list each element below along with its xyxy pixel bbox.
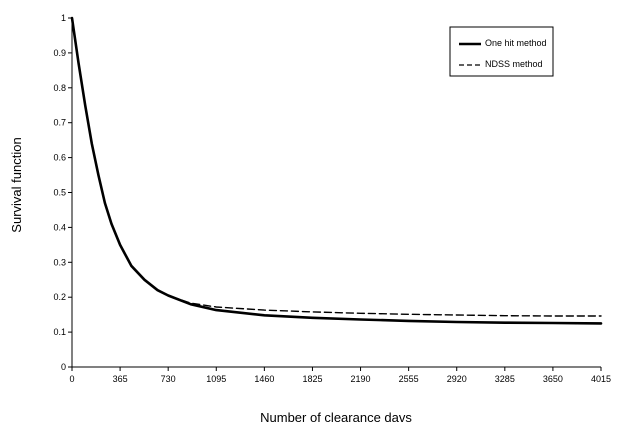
y-tick-label: 0.6 bbox=[53, 153, 66, 163]
y-tick-label: 0.2 bbox=[53, 292, 66, 302]
x-tick-label: 2190 bbox=[351, 374, 371, 384]
y-tick-label: 0.9 bbox=[53, 48, 66, 58]
series-layer bbox=[70, 16, 603, 325]
x-tick-label: 365 bbox=[113, 374, 128, 384]
y-tick-label: 0.8 bbox=[53, 83, 66, 93]
x-tick-label: 1460 bbox=[254, 374, 274, 384]
x-tick-label: 2555 bbox=[399, 374, 419, 384]
legend-label-ndss: NDSS method bbox=[485, 59, 543, 69]
y-tick-label: 0.1 bbox=[53, 327, 66, 337]
legend: One hit method NDSS method bbox=[449, 26, 554, 77]
x-tick-label: 4015 bbox=[591, 374, 611, 384]
y-tick-label: 1 bbox=[61, 13, 66, 23]
y-axis-title: Survival function bbox=[9, 137, 24, 232]
x-tick-label: 1095 bbox=[206, 374, 226, 384]
y-tick-label: 0 bbox=[61, 362, 66, 372]
x-tick-label: 2920 bbox=[447, 374, 467, 384]
x-tick-label: 730 bbox=[161, 374, 176, 384]
y-tick-label: 0.4 bbox=[53, 222, 66, 232]
x-axis-title: Number of clearance davs bbox=[260, 410, 412, 425]
y-tick-label: 0.7 bbox=[53, 118, 66, 128]
x-tick-label: 3650 bbox=[543, 374, 563, 384]
ticks: 0 0.1 0.2 0.3 0.4 0.5 0.6 0.7 0.8 0.9 1 0 365 730 1095… bbox=[53, 13, 611, 384]
y-tick-label: 0.5 bbox=[53, 188, 66, 198]
x-tick-label: 1825 bbox=[302, 374, 322, 384]
x-tick-label: 3285 bbox=[495, 374, 515, 384]
legend-box bbox=[449, 26, 554, 77]
x-tick-label: 0 bbox=[69, 374, 74, 384]
series-line-ndss bbox=[71, 17, 602, 317]
legend-label-one-hit: One hit method bbox=[485, 38, 547, 48]
y-tick-label: 0.3 bbox=[53, 257, 66, 267]
